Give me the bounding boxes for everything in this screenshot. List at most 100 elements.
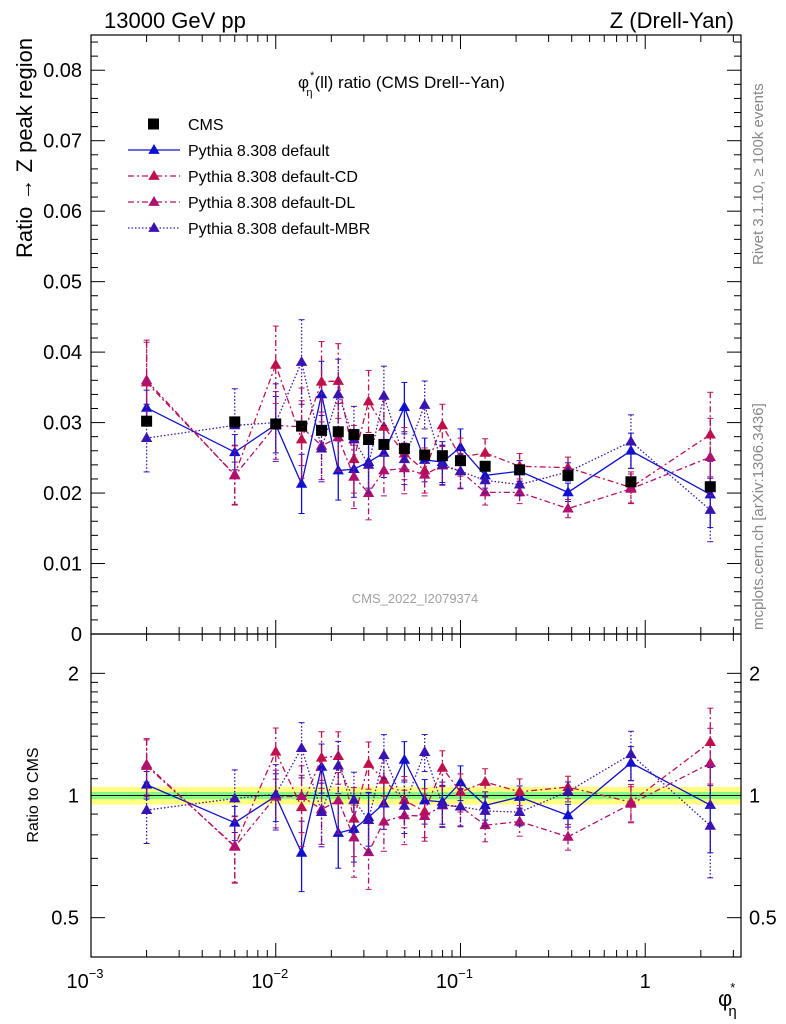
marker-cd: [348, 453, 360, 464]
main-ytick-label: 0.05: [43, 272, 82, 294]
ratio-marker-dl: [362, 846, 375, 857]
ratio-marker-default: [348, 823, 360, 833]
cms-point: [332, 426, 344, 438]
marker-cd: [332, 375, 344, 385]
legend-marker-dl: [148, 196, 160, 206]
ratio-line-mbr: [146, 746, 711, 827]
ratio-ytick-label: 0.5: [51, 908, 79, 930]
marker-default: [625, 444, 637, 455]
ratio-marker-dl: [295, 790, 308, 800]
cms-point: [704, 481, 716, 493]
marker-dl: [348, 470, 360, 481]
ratio-marker-default: [625, 756, 637, 767]
xtick-exponent: −1: [458, 966, 473, 981]
ratio-marker-dl: [229, 840, 241, 851]
ratio-ytick-label: 1: [68, 786, 79, 808]
ratio-ytick-label-right: 2: [749, 663, 760, 685]
series-mbr: [140, 319, 716, 543]
legend-marker-cd: [148, 170, 160, 180]
marker-mbr: [315, 442, 328, 453]
ratio-ytick-label: 2: [68, 663, 79, 685]
ratio-ylabel: Ratio to CMS: [25, 747, 42, 842]
marker-mbr: [378, 389, 390, 400]
ratio-marker-mbr: [332, 759, 344, 770]
ratio-marker-dl: [562, 830, 574, 841]
main-ytick-label: 0.03: [43, 413, 82, 435]
marker-default: [295, 477, 308, 488]
cms-point: [229, 416, 241, 428]
xlabel-sub: η: [728, 1003, 736, 1020]
ratio-marker-dl: [418, 810, 431, 820]
main-ytick-label: 0.02: [43, 483, 82, 505]
ratio-marker-default: [295, 846, 308, 857]
header-right: Z (Drell-Yan): [610, 8, 734, 33]
ratio-marker-mbr: [454, 800, 467, 811]
ratio-marker-dl: [704, 757, 716, 768]
main-data-layer: [140, 319, 716, 543]
cms-point: [141, 415, 153, 427]
series-line-mbr: [146, 359, 711, 511]
marker-mbr: [436, 458, 449, 469]
xtick-label: 10−3: [66, 966, 103, 993]
marker-dl: [229, 469, 241, 480]
ratio-marker-mbr: [229, 792, 241, 803]
cms-point: [316, 424, 328, 436]
title-phi: φ: [298, 73, 309, 92]
marker-mbr: [454, 465, 467, 476]
xtick-base: 10: [436, 971, 458, 993]
marker-cd: [295, 433, 308, 444]
ratio-marker-dl: [625, 797, 637, 808]
marker-dl: [378, 464, 390, 475]
ratio-marker-dl: [348, 831, 360, 842]
ratio-marker-mbr: [295, 742, 308, 753]
marker-dl: [562, 502, 574, 513]
ratio-ytick-label-right: 1: [749, 786, 760, 808]
ratio-marker-mbr: [704, 819, 716, 830]
legend-marker-mbr: [148, 222, 160, 232]
legend-label-cd: Pythia 8.308 default-CD: [188, 169, 358, 186]
ratio-marker-mbr: [362, 814, 375, 825]
legend-marker-cms: [148, 118, 159, 130]
cms-point: [454, 455, 466, 467]
legend-label-default: Pythia 8.308 default: [188, 143, 330, 160]
ratio-marker-cd: [332, 750, 344, 760]
legend-label-dl: Pythia 8.308 default-DL: [188, 195, 355, 212]
main-ylabel: Ratio → Z peak region: [12, 38, 37, 258]
title-sub: η: [306, 87, 312, 99]
title-rest: (ll) ratio (CMS Drell--Yan): [314, 73, 504, 92]
mcplots-label: mcplots.cern.ch [arXiv:1306.3436]: [750, 403, 767, 630]
ratio-marker-default: [562, 809, 574, 820]
ratio-marker-mbr: [378, 749, 390, 760]
marker-dl: [479, 486, 491, 497]
legend-label-mbr: Pythia 8.308 default-MBR: [188, 221, 370, 238]
x-axis-label: φ* η: [718, 980, 737, 1020]
ratio-marker-dl: [378, 815, 390, 826]
series-line-dl: [146, 379, 711, 510]
xtick-base: 10: [251, 971, 273, 993]
cms-point: [270, 418, 282, 430]
main-ytick-label-zero: 0: [71, 624, 82, 646]
ratio-band: [91, 786, 741, 805]
ratio-marker-dl: [479, 819, 491, 830]
ratio-marker-mbr: [270, 788, 282, 799]
ratio-marker-cd: [295, 801, 308, 812]
ratio-marker-mbr: [315, 806, 328, 817]
cms-point: [348, 429, 360, 441]
xtick-label: 10−1: [436, 966, 473, 993]
ratio-marker-cd: [270, 745, 282, 756]
cms-point: [419, 449, 431, 461]
ratio-marker-dl: [140, 758, 153, 769]
marker-mbr: [479, 474, 491, 485]
ratio-series-mbr: [140, 722, 716, 879]
cms-point: [296, 420, 308, 432]
marker-default: [562, 486, 574, 497]
main-ytick-label: 0.08: [43, 60, 82, 82]
marker-mbr: [704, 503, 716, 514]
ratio-data-layer: [140, 707, 716, 893]
ratio-line-cd: [146, 741, 711, 848]
marker-default: [378, 446, 390, 457]
ratio-marker-default: [315, 760, 328, 771]
marker-default: [454, 441, 467, 452]
series-dl: [140, 339, 716, 521]
